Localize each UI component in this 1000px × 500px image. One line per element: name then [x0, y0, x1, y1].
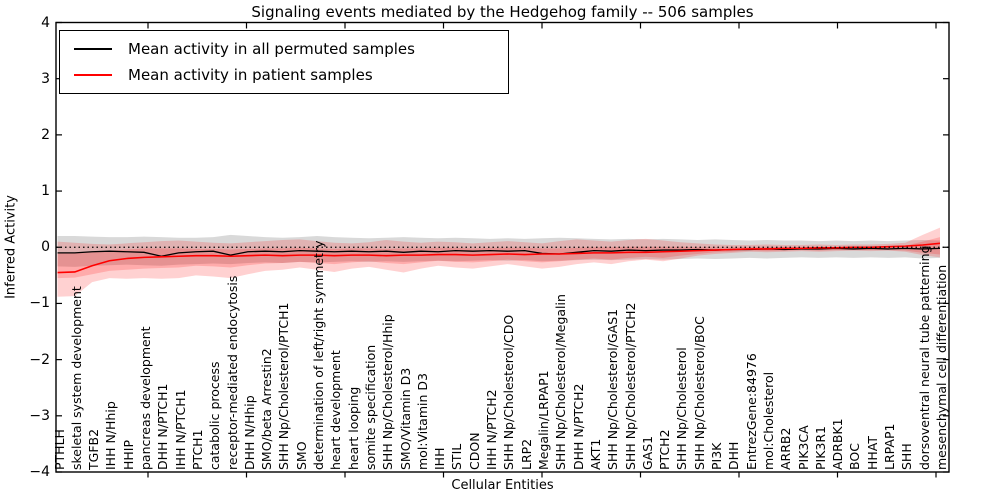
x-tick-label: IHH N/Hhip: [103, 401, 119, 470]
x-tick-label: TGFB2: [86, 428, 102, 470]
x-tick-label: SHH Np/Cholesterol/Hhip: [380, 314, 396, 470]
x-tick-label: somite specification: [362, 344, 378, 470]
x-tick-label: HHIP: [120, 439, 136, 470]
x-tick-label: SHH Np/Cholesterol/Megalin: [553, 294, 569, 470]
x-tick-label: SMO/beta Arrestin2: [259, 348, 275, 470]
x-tick-label: pancreas development: [138, 326, 154, 470]
y-tick-label: 1: [41, 183, 50, 200]
x-tick-label: mesenchymal cell differentiation: [934, 264, 949, 470]
x-tick-label: SMO: [293, 441, 309, 470]
x-tick-label: GAS1: [639, 435, 655, 470]
x-tick-label: SHH Np/Cholesterol/GAS1: [605, 308, 621, 470]
x-tick-label: dorsoventral neural tube patterning: [916, 245, 932, 471]
x-tick-label: STIL: [449, 443, 465, 470]
x-tick-label: heart looping: [345, 386, 361, 470]
x-tick-label: receptor-mediated endocytosis: [224, 275, 240, 470]
x-tick-label: SHH Np/Cholesterol/BOC: [691, 316, 707, 470]
x-tick-label: PTCH1: [189, 429, 205, 470]
y-tick-label: 0: [41, 239, 50, 256]
y-tick-label: −3: [29, 407, 50, 424]
chart-title: Signaling events mediated by the Hedgeho…: [251, 3, 754, 21]
y-tick-label: −1: [29, 295, 50, 312]
x-tick-label: catabolic process: [207, 361, 223, 470]
legend-label-patient: Mean activity in patient samples: [128, 65, 373, 84]
x-tick-label: Megalin/LRPAP1: [536, 370, 551, 470]
x-tick-label: BOC: [847, 443, 863, 470]
x-tick-label: DHH: [726, 441, 742, 470]
x-tick-label: SHH Np/Cholesterol: [674, 347, 690, 470]
x-tick-label: determination of left/right symmetry: [311, 240, 327, 471]
y-tick-label: 4: [41, 14, 50, 31]
x-axis-label: Cellular Entities: [451, 478, 554, 493]
x-tick-label: DHH N/PTCH1: [155, 383, 171, 470]
y-tick-label: −2: [29, 351, 50, 368]
x-tick-label: PI3K: [709, 442, 725, 470]
x-tick-label: SHH Np/Cholesterol/PTCH2: [622, 302, 638, 471]
x-tick-label: SMO/Vitamin D3: [397, 367, 413, 470]
x-tick-label: SHH: [899, 443, 915, 470]
x-tick-label: LRP2: [518, 438, 534, 470]
y-tick-label: 3: [41, 70, 50, 87]
x-tick-label: IHH N/PTCH2: [484, 389, 500, 470]
legend-entry-patient: Mean activity in patient samples: [60, 66, 508, 84]
x-tick-label: CDON: [466, 432, 482, 470]
x-tick-label: PIK3CA: [795, 425, 811, 470]
x-tick-label: DHH N/PTCH2: [570, 383, 586, 470]
legend-label-permuted: Mean activity in all permuted samples: [128, 40, 415, 59]
x-tick-label: EntrezGene:84976: [743, 353, 759, 470]
y-tick-label: 2: [41, 126, 50, 143]
x-tick-label: LRPAP1: [882, 423, 898, 470]
x-tick-label: DHH N/Hhip: [241, 395, 257, 470]
x-tick-label: ADRBK1: [830, 418, 846, 470]
x-tick-label: SHH Np/Cholesterol/PTCH1: [276, 302, 292, 471]
x-tick-label: IHH N/PTCH1: [172, 389, 188, 470]
x-tick-label: IHH: [432, 447, 448, 471]
legend-entry-permuted: Mean activity in all permuted samples: [60, 40, 508, 58]
x-tick-label: HHAT: [864, 435, 880, 470]
legend: Mean activity in all permuted samples Me…: [59, 30, 509, 94]
x-tick-label: mol:Cholesterol: [760, 371, 776, 470]
x-tick-label: PTCH2: [657, 429, 673, 470]
permuted-line-swatch: [74, 48, 112, 51]
x-tick-label: heart development: [328, 350, 344, 470]
x-tick-label: skeletal system development: [68, 286, 84, 470]
x-tick-label: PTHLH: [51, 429, 67, 470]
x-tick-label: AKT1: [587, 438, 603, 470]
patient-line-swatch: [74, 73, 112, 76]
y-tick-label: −4: [29, 464, 50, 480]
x-tick-label: mol:Vitamin D3: [414, 373, 430, 470]
x-tick-label: ARRB2: [778, 427, 794, 470]
x-tick-label: SHH Np/Cholesterol/CDO: [501, 314, 517, 470]
x-tick-label: PIK3R1: [812, 425, 828, 470]
